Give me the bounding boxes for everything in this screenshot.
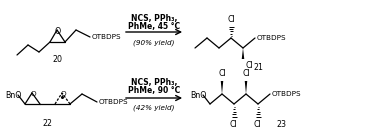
Text: O: O xyxy=(30,91,36,97)
Text: 21: 21 xyxy=(253,63,263,72)
Text: Cl: Cl xyxy=(229,120,237,129)
Text: Cl: Cl xyxy=(253,120,261,129)
Text: (90% yield): (90% yield) xyxy=(133,40,175,46)
Text: Cl: Cl xyxy=(245,61,253,70)
Text: OTBDPS: OTBDPS xyxy=(92,34,122,40)
Text: (42% yield): (42% yield) xyxy=(133,105,175,111)
Text: OTBDPS: OTBDPS xyxy=(272,91,301,97)
Text: Cl: Cl xyxy=(242,69,250,78)
Text: Cl: Cl xyxy=(227,15,235,24)
Text: O: O xyxy=(55,27,61,35)
Text: Cl: Cl xyxy=(218,69,226,78)
Text: BnO: BnO xyxy=(190,90,207,100)
Polygon shape xyxy=(245,81,247,94)
Polygon shape xyxy=(242,48,244,59)
Text: NCS, PPh₃,: NCS, PPh₃, xyxy=(131,78,177,87)
Text: 23: 23 xyxy=(276,120,286,129)
Text: PhMe, 90 °C: PhMe, 90 °C xyxy=(128,86,180,95)
Text: OTBDPS: OTBDPS xyxy=(257,35,287,41)
Text: OTBDPS: OTBDPS xyxy=(99,99,128,105)
Text: O: O xyxy=(60,91,66,97)
Text: BnO: BnO xyxy=(5,90,22,100)
Text: 22: 22 xyxy=(42,118,52,128)
Polygon shape xyxy=(221,81,223,94)
Text: NCS, PPh₃,: NCS, PPh₃, xyxy=(131,13,177,22)
Text: PhMe, 45 °C: PhMe, 45 °C xyxy=(128,21,180,30)
Text: 20: 20 xyxy=(52,55,62,64)
